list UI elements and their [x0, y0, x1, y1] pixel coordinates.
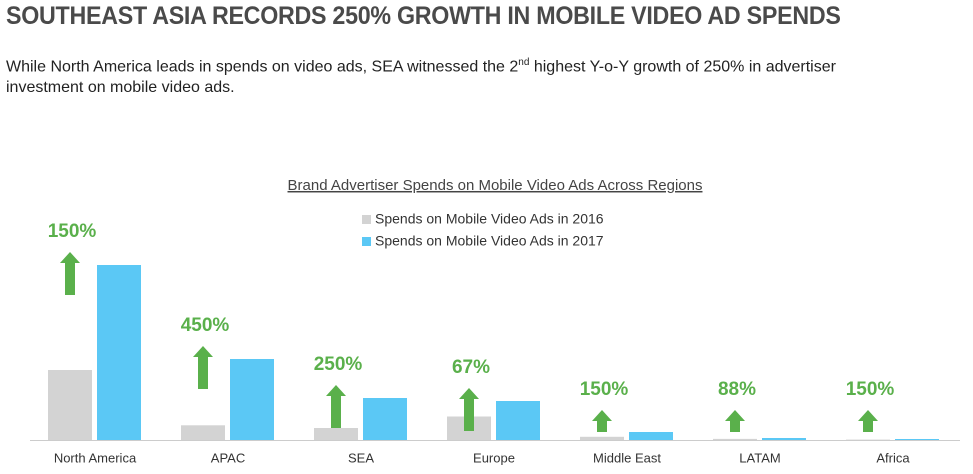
subtitle: While North America leads in spends on v… — [6, 52, 906, 98]
growth-arrow — [725, 410, 745, 432]
chart-title: Brand Advertiser Spends on Mobile Video … — [288, 177, 703, 194]
growth-arrow — [858, 410, 878, 432]
bar — [895, 439, 939, 440]
x-tick-label: North America — [54, 450, 137, 465]
growth-label: 150% — [580, 379, 629, 400]
x-tick-label: Europe — [473, 450, 515, 465]
growth-arrow — [60, 252, 80, 295]
x-tick-label: SEA — [348, 450, 374, 465]
bar — [580, 436, 624, 440]
x-tick-label: Africa — [876, 450, 910, 465]
growth-label: 150% — [846, 379, 895, 400]
bar — [48, 370, 92, 440]
growth-arrow — [326, 385, 346, 428]
subtitle-text: highest Y-o-Y growth of 250% in advertis… — [6, 58, 836, 97]
growth-arrow — [592, 410, 612, 432]
page-title: SOUTHEAST ASIA RECORDS 250% GROWTH IN MO… — [6, 2, 841, 30]
bar — [97, 265, 141, 440]
legend-swatch — [362, 237, 371, 246]
growth-label: 250% — [314, 354, 363, 375]
legend-label: Spends on Mobile Video Ads in 2016 — [375, 211, 604, 227]
bar — [713, 438, 757, 440]
subtitle-text: While North America leads in spends on v… — [6, 58, 519, 76]
bar — [230, 359, 274, 440]
growth-label: 88% — [718, 379, 756, 400]
bar — [629, 432, 673, 440]
legend-swatch — [362, 215, 371, 224]
bar — [496, 401, 540, 440]
bar — [363, 398, 407, 440]
growth-arrow — [193, 346, 213, 389]
bar — [762, 438, 806, 440]
growth-label: 450% — [181, 315, 230, 336]
growth-label: 150% — [48, 221, 97, 242]
legend-label: Spends on Mobile Video Ads in 2017 — [375, 233, 604, 249]
x-tick-label: APAC — [211, 450, 245, 465]
x-tick-label: LATAM — [739, 450, 780, 465]
growth-label: 67% — [452, 357, 490, 378]
growth-arrow — [459, 388, 479, 431]
x-tick-label: Middle East — [593, 450, 661, 465]
bar — [181, 425, 225, 440]
subtitle-sup: nd — [518, 57, 530, 68]
bar — [314, 428, 358, 440]
